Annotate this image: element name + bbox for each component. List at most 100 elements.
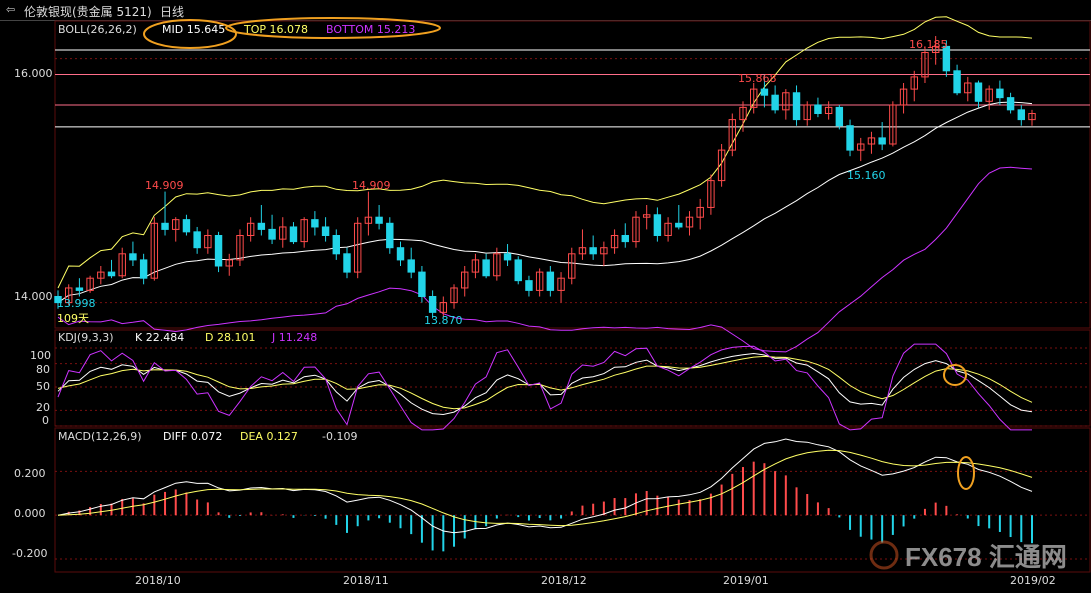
candle-body xyxy=(418,271,426,298)
macd-label: MACD(12,26,9) xyxy=(58,430,142,443)
date-2018-11: 2018/11 xyxy=(343,574,389,587)
annot-high2: 14.909 xyxy=(352,179,391,192)
candle-body xyxy=(953,70,961,94)
candle-body xyxy=(257,222,266,230)
macd-cross-highlight xyxy=(957,456,975,490)
candle-body xyxy=(321,226,330,237)
candle-body xyxy=(632,216,640,243)
candle-body xyxy=(129,253,137,261)
date-2018-12: 2018/12 xyxy=(541,574,587,587)
candle-body xyxy=(814,104,822,114)
macd-tick-0: 0.000 xyxy=(14,507,46,520)
watermark-text: FX678 汇通网 xyxy=(905,542,1067,572)
boll-mid-line xyxy=(57,101,1033,304)
candle-body xyxy=(824,106,833,115)
candle-body xyxy=(557,277,565,291)
candle-body xyxy=(600,247,608,255)
candle-body xyxy=(685,216,694,228)
candle-body xyxy=(878,137,886,145)
boll-label: BOLL(26,26,2) xyxy=(58,23,137,36)
candle-body xyxy=(835,106,844,127)
watermark: FX678 汇通网 xyxy=(869,540,1067,572)
annot-high3: 15.868 xyxy=(738,72,777,85)
candle-body xyxy=(771,94,779,111)
annot-low2: 15.160 xyxy=(847,169,886,182)
boll-bottom-line xyxy=(57,166,1033,353)
candle-body xyxy=(386,222,394,249)
boll-bottom-label: BOTTOM 15.213 xyxy=(326,23,415,36)
candle-body xyxy=(407,259,415,273)
candle-body xyxy=(225,259,233,267)
candle-body xyxy=(193,231,201,249)
candle-body xyxy=(546,271,555,291)
candle-body xyxy=(621,235,629,243)
macd-hist-label: -0.109 xyxy=(322,430,357,443)
macd-dea-line xyxy=(57,449,1033,527)
annot-low-left: 13.998 xyxy=(57,297,96,310)
candle-body xyxy=(289,226,298,243)
annot-high4: 16.185 xyxy=(909,38,948,51)
kdj-tick-0: 0 xyxy=(42,414,49,427)
candle-body xyxy=(964,82,972,94)
candle-body xyxy=(782,92,790,111)
kdj-d-line xyxy=(57,355,1033,410)
boll-mid-label: MID 15.645 xyxy=(162,23,225,36)
watermark-logo-icon xyxy=(869,540,899,570)
candle-body xyxy=(396,247,405,261)
candle-body xyxy=(578,247,587,255)
candle-body xyxy=(450,287,458,304)
candle-body xyxy=(236,235,244,261)
candle-body xyxy=(461,271,469,289)
candle-body xyxy=(514,259,522,282)
candle-body xyxy=(75,287,84,291)
price-tick-14: 14.000 xyxy=(14,290,53,303)
candle-body xyxy=(792,92,801,121)
candle-body xyxy=(525,280,533,291)
candle-body xyxy=(996,88,1004,99)
candle-body xyxy=(482,259,490,277)
candle-body xyxy=(568,253,576,279)
candle-body xyxy=(311,219,319,228)
candle-body xyxy=(1017,109,1026,121)
candle-body xyxy=(118,253,126,277)
kdj-j-line xyxy=(57,343,1032,431)
period-selector[interactable]: 日线 xyxy=(160,5,185,19)
arrow-back-icon[interactable]: ⇦ xyxy=(6,3,16,16)
candle-body xyxy=(867,137,876,145)
candle-body xyxy=(985,88,993,102)
candle-body xyxy=(760,88,769,96)
candle-body xyxy=(717,149,726,182)
candle-body xyxy=(889,104,897,145)
candle-body xyxy=(728,119,737,151)
candle-body xyxy=(653,214,662,236)
kdj-j-label: J 11.248 xyxy=(271,331,317,344)
candles xyxy=(54,36,1036,319)
date-2019-02: 2019/02 xyxy=(1010,574,1056,587)
annot-days: 109天 xyxy=(57,312,89,325)
kdj-k-line xyxy=(57,352,1033,416)
candle-body xyxy=(739,106,747,121)
candle-body xyxy=(86,277,94,291)
candle-body xyxy=(428,296,437,313)
candle-body xyxy=(803,104,811,121)
candle-body xyxy=(172,219,180,230)
annot-high1: 14.909 xyxy=(145,179,184,192)
candle-body xyxy=(846,125,854,151)
candle-body xyxy=(535,271,544,291)
candle-body xyxy=(931,45,940,54)
macd-dea-label: DEA 0.127 xyxy=(240,430,298,443)
candle-body xyxy=(97,271,105,279)
kdj-tick-50: 50 xyxy=(36,380,50,393)
candle-body xyxy=(268,228,276,240)
date-2019-01: 2019/01 xyxy=(723,574,769,587)
candle-body xyxy=(343,253,351,273)
candle-body xyxy=(664,222,672,237)
candle-body xyxy=(857,143,865,151)
candle-body xyxy=(610,235,619,249)
candle-body xyxy=(642,214,651,218)
kdj-tick-20: 20 xyxy=(36,401,50,414)
candle-body xyxy=(150,222,159,279)
candle-body xyxy=(353,222,362,273)
candle-body xyxy=(675,222,683,228)
